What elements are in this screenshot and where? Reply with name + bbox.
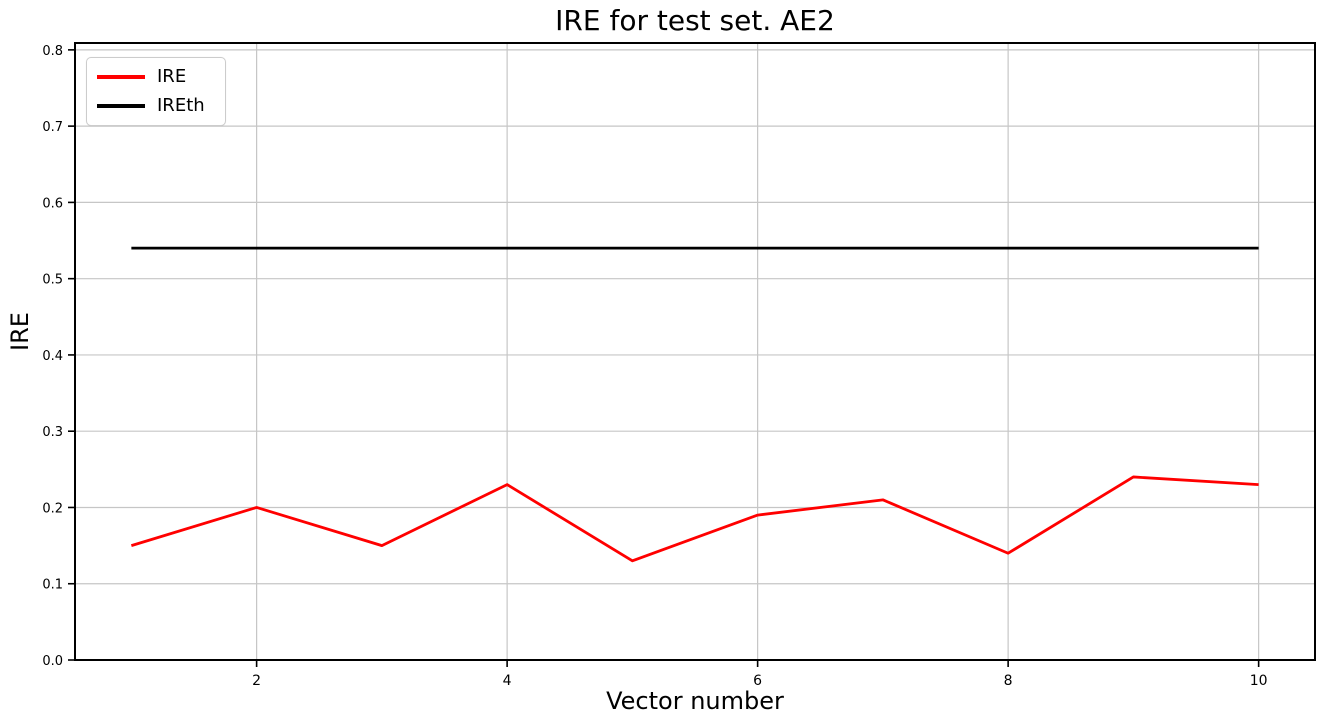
legend-line-sample-ireth — [97, 103, 145, 108]
y-tick-label: 0.4 — [42, 349, 63, 364]
y-tick-label: 0.1 — [42, 578, 63, 593]
x-tick-label: 10 — [1250, 673, 1268, 689]
legend-line-sample-ire — [97, 74, 145, 79]
y-tick-label: 0.3 — [42, 425, 63, 440]
y-tick-label: 0.7 — [42, 120, 63, 135]
y-tick-label: 0.5 — [42, 273, 63, 288]
x-tick-label: 6 — [753, 673, 762, 689]
y-tick-label: 0.0 — [42, 654, 63, 669]
legend-item-ireth: IREth — [97, 94, 213, 116]
legend-label-ireth: IREth — [157, 94, 205, 116]
x-tick-label: 2 — [252, 673, 261, 689]
x-tick-label: 8 — [1004, 673, 1013, 689]
series-line-ire — [130, 475, 1259, 563]
x-axis-label: Vector number — [606, 687, 784, 715]
axes-frame — [74, 42, 1316, 661]
legend: IRE IREth — [86, 57, 226, 126]
legend-item-ire: IRE — [97, 67, 213, 87]
y-tick-label: 0.8 — [42, 44, 63, 59]
y-tick-label: 0.2 — [42, 501, 63, 516]
chart-title: IRE for test set. AE2 — [555, 4, 835, 37]
legend-label-ire: IRE — [157, 66, 187, 87]
x-tick-label: 4 — [503, 673, 512, 689]
y-tick-label: 0.6 — [42, 196, 63, 211]
